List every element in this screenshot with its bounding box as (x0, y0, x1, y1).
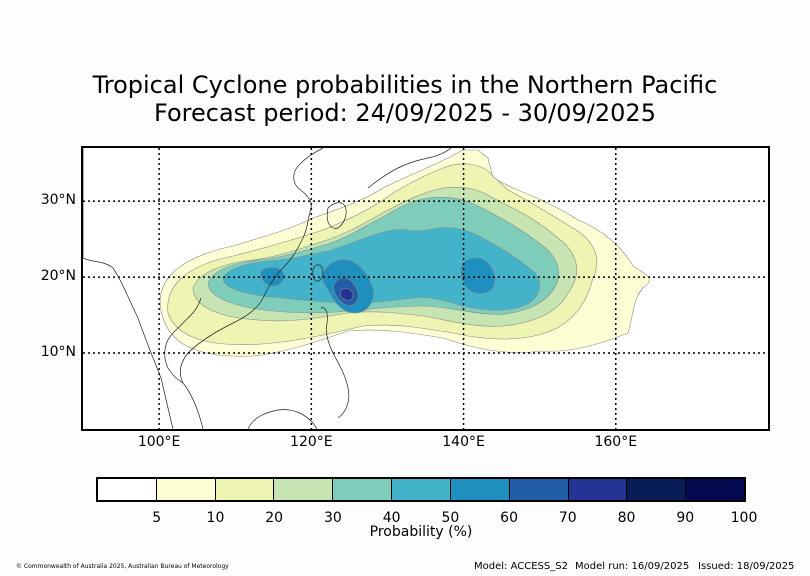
model-run-date: Model run: 16/09/2025 (575, 561, 690, 572)
contour-50c (260, 267, 285, 287)
colorbar-tick-label: 70 (558, 510, 577, 526)
copyright-notice: © Commonwealth of Australia 2025, Austra… (16, 563, 229, 570)
colorbar-segment (509, 479, 569, 500)
colorbar-segment (392, 479, 451, 500)
colorbar-segment (156, 479, 216, 500)
colorbar-segment (333, 479, 393, 500)
model-name: Model: ACCESS_S2 (474, 561, 568, 572)
map-canvas (83, 148, 768, 429)
coastline-korea (326, 202, 347, 229)
lon-label-120e: 120°E (290, 434, 333, 450)
colorbar-segment (686, 479, 744, 500)
colorbar-segment (568, 479, 628, 500)
probability-colorbar (96, 477, 746, 502)
lat-label-10n: 10°N (40, 344, 76, 361)
probability-contours (159, 149, 650, 357)
lat-label-20n: 20°N (40, 268, 76, 285)
contour-70 (339, 288, 354, 301)
colorbar-tick-label: 5 (152, 510, 162, 526)
forecast-period: Forecast period: 24/09/2025 - 30/09/2025 (154, 99, 656, 127)
gridlines (83, 148, 768, 429)
colorbar-segment (450, 479, 510, 500)
colorbar-tick-label: 50 (441, 510, 460, 526)
colorbar-segment (274, 479, 334, 500)
colorbar-tick-label: 10 (206, 510, 225, 526)
probability-map (81, 146, 770, 431)
colorbar-tick-label: 30 (323, 510, 342, 526)
coastline-asia (83, 148, 174, 429)
coastline-borneo (247, 409, 318, 429)
coastlines (83, 148, 452, 429)
lon-label-160e: 160°E (594, 434, 638, 450)
colorbar-tick-label: 100 (730, 510, 758, 526)
colorbar-segment (98, 479, 157, 500)
lat-label-30n: 30°N (40, 192, 76, 209)
lon-label-140e: 140°E (442, 434, 485, 450)
coastline-indochina (164, 297, 202, 384)
contour-50b (460, 257, 496, 294)
colorbar-tick-label: 80 (617, 510, 636, 526)
coastline-japan (367, 148, 452, 189)
colorbar-tick-label: 90 (676, 510, 695, 526)
coastline-taiwan (312, 264, 324, 282)
coastline-china (179, 148, 324, 429)
colorbar-segment (215, 479, 275, 500)
colorbar-tick-label: 60 (500, 510, 518, 526)
issued-date: Issued: 18/09/2025 (698, 561, 795, 572)
lon-label-100e: 100°E (137, 434, 181, 450)
colorbar-segment (627, 479, 687, 500)
colorbar-tick-label: 20 (265, 510, 284, 526)
map-title: Tropical Cyclone probabilities in the No… (92, 71, 718, 99)
colorbar-label: Probability (%) (369, 524, 473, 540)
colorbar-tick-label: 40 (382, 510, 401, 526)
